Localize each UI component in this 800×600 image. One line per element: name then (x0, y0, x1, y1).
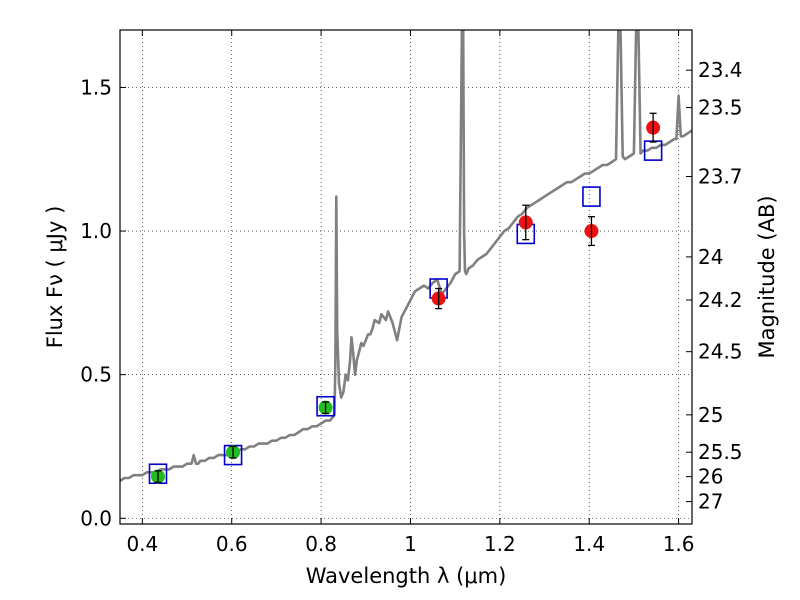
y-tick-label: 0.5 (80, 363, 112, 387)
right-tick-label: 24.2 (698, 288, 743, 312)
right-axis-label: Magnitude (AB) (755, 195, 779, 358)
x-tick-label: 0.8 (305, 532, 337, 556)
x-tick-label: 1.4 (573, 532, 605, 556)
right-tick-label: 27 (698, 490, 723, 514)
y-tick-label: 0.0 (80, 506, 112, 530)
x-axis-label: Wavelength λ (μm) (306, 564, 507, 588)
x-tick-label: 0.6 (216, 532, 248, 556)
right-tick-label: 24.5 (698, 340, 743, 364)
right-tick-label: 25.5 (698, 440, 743, 464)
axes: 0.4 0.6 0.8 1 1.2 1.4 1.6 0.0 0.5 1.0 1.5 23.4 23.5 2… (80, 30, 743, 556)
model-photometry-square (582, 186, 601, 207)
x-tick-label: 0.4 (126, 532, 158, 556)
plot-area (120, 30, 692, 485)
right-tick-label: 23.5 (698, 96, 743, 120)
x-tick-label: 1.2 (484, 532, 516, 556)
right-tick-label: 23.7 (698, 164, 743, 188)
x-tick-label: 1 (404, 532, 417, 556)
grid (120, 30, 692, 524)
plot-frame (119, 29, 693, 525)
y-axis-label: Flux Fν ( μJy ) (43, 206, 67, 349)
right-tick-label: 23.4 (698, 58, 743, 82)
right-tick-label: 25 (698, 403, 723, 427)
right-tick-label: 24 (698, 245, 723, 269)
y-tick-label: 1.5 (80, 75, 112, 99)
right-tick-label: 26 (698, 465, 723, 489)
model-photometry-square (316, 395, 335, 417)
x-tick-label: 1.6 (663, 532, 695, 556)
spectrum-line (120, 30, 692, 482)
y-tick-label: 1.0 (80, 219, 112, 243)
